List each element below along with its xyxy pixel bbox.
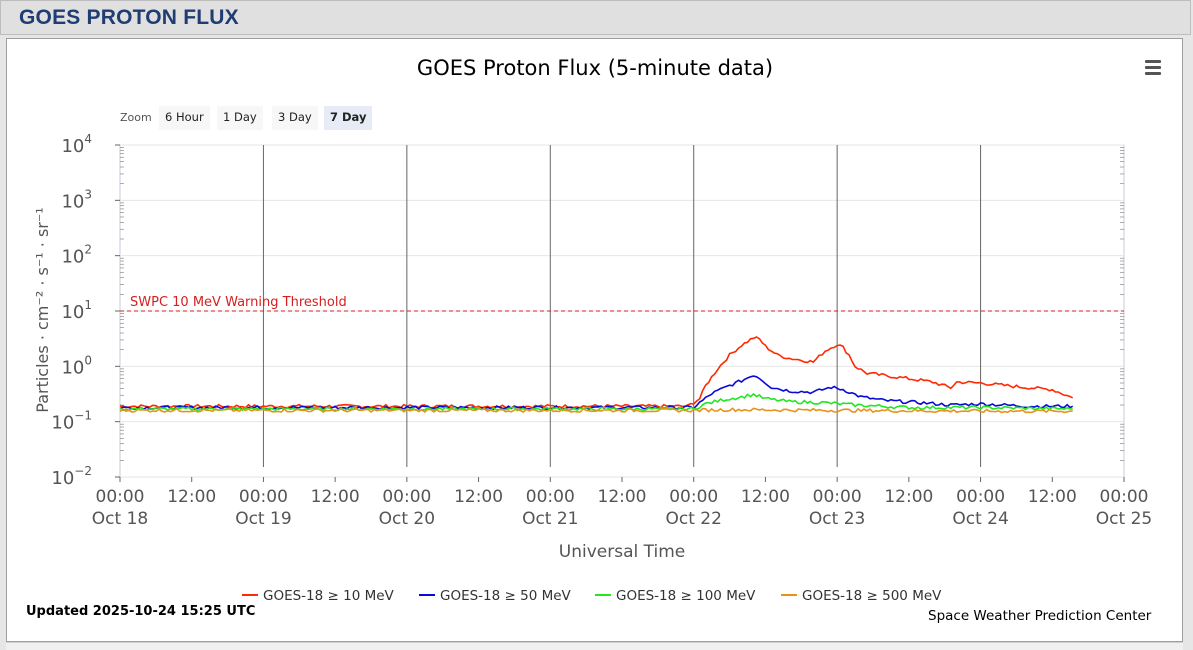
x-tick-label-time: 12:00 bbox=[454, 487, 503, 507]
x-tick-label-date: Oct 22 bbox=[665, 509, 721, 529]
x-tick-label-date: Oct 20 bbox=[379, 509, 435, 529]
credit-link[interactable]: Space Weather Prediction Center bbox=[928, 608, 1152, 624]
y-axis-title: Particles · cm⁻² · s⁻¹ · sr⁻¹ bbox=[33, 207, 52, 412]
updated-timestamp: Updated 2025-10-24 15:25 UTC bbox=[26, 604, 256, 619]
zoom-1-day-button[interactable]: 1 Day bbox=[217, 106, 263, 130]
x-tick-label-time: 12:00 bbox=[741, 487, 790, 507]
x-tick-label-date: Oct 23 bbox=[809, 509, 865, 529]
page-title: GOES PROTON FLUX bbox=[19, 6, 239, 29]
chart-menu-icon[interactable] bbox=[1145, 60, 1161, 78]
chart-title: GOES Proton Flux (5-minute data) bbox=[417, 56, 773, 80]
x-tick-label-time: 12:00 bbox=[311, 487, 360, 507]
bottom-strip bbox=[6, 642, 1183, 650]
y-tick-label: 100 bbox=[61, 353, 92, 378]
y-tick-label: 10−2 bbox=[51, 464, 92, 489]
legend-item[interactable]: GOES-18 ≥ 100 MeV bbox=[616, 588, 756, 604]
x-tick-label-time: 00:00 bbox=[96, 487, 145, 507]
legend-item[interactable]: GOES-18 ≥ 50 MeV bbox=[440, 588, 572, 604]
legend: GOES-18 ≥ 10 MeV GOES-18 ≥ 50 MeV GOES-18 … bbox=[242, 588, 942, 604]
x-tick-label-time: 00:00 bbox=[956, 487, 1005, 507]
x-tick-label-time: 12:00 bbox=[598, 487, 647, 507]
series-line-3 bbox=[119, 407, 1073, 414]
legend-item[interactable]: GOES-18 ≥ 10 MeV bbox=[263, 588, 395, 604]
legend-item[interactable]: GOES-18 ≥ 500 MeV bbox=[802, 588, 942, 604]
y-tick-label: 103 bbox=[61, 187, 92, 212]
zoom-label: Zoom bbox=[120, 111, 152, 124]
x-tick-label-time: 00:00 bbox=[239, 487, 288, 507]
y-tick-label: 102 bbox=[61, 243, 92, 268]
x-axis-title: Universal Time bbox=[559, 542, 685, 562]
y-tick-label: 101 bbox=[61, 298, 92, 323]
y-tick-label: 10−1 bbox=[51, 409, 92, 434]
series-line-0 bbox=[119, 336, 1074, 409]
x-tick-label-time: 12:00 bbox=[167, 487, 216, 507]
x-tick-label-time: 00:00 bbox=[669, 487, 718, 507]
warning-threshold-label: SWPC 10 MeV Warning Threshold bbox=[130, 295, 347, 310]
x-tick-label-time: 12:00 bbox=[884, 487, 933, 507]
zoom-3-day-button[interactable]: 3 Day bbox=[272, 106, 318, 130]
page-header: GOES PROTON FLUX bbox=[0, 0, 1191, 35]
x-tick-label-time: 00:00 bbox=[1100, 487, 1149, 507]
y-tick-label: 104 bbox=[61, 132, 92, 157]
x-tick-label-date: Oct 25 bbox=[1096, 509, 1152, 529]
x-tick-label-date: Oct 18 bbox=[92, 509, 148, 529]
x-tick-label-date: Oct 21 bbox=[522, 509, 578, 529]
zoom-7-day-button[interactable]: 7 Day bbox=[324, 106, 373, 130]
x-tick-label-time: 00:00 bbox=[382, 487, 431, 507]
x-tick-label-time: 00:00 bbox=[526, 487, 575, 507]
x-tick-label-time: 00:00 bbox=[813, 487, 862, 507]
x-tick-label-date: Oct 19 bbox=[235, 509, 291, 529]
x-tick-label-time: 12:00 bbox=[1028, 487, 1077, 507]
zoom-6-hour-button[interactable]: 6 Hour bbox=[159, 106, 210, 130]
x-tick-label-date: Oct 24 bbox=[952, 509, 1008, 529]
